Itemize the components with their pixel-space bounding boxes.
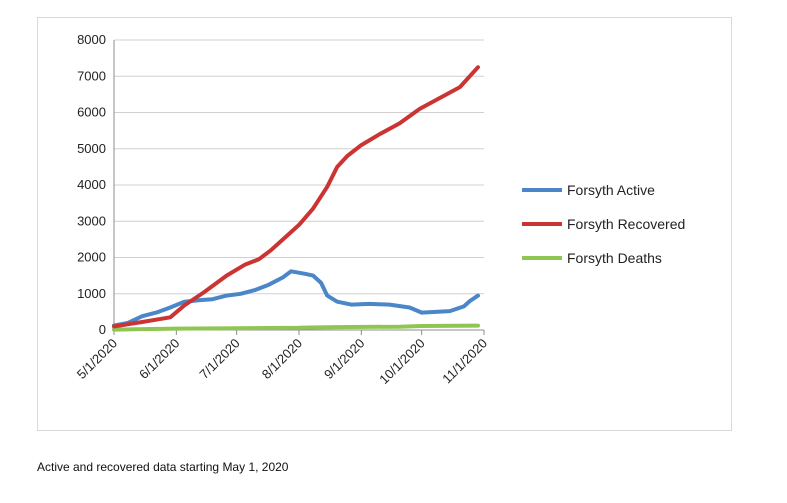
x-tick-label: 6/1/2020 [136,336,182,382]
chart-frame: 0 1000 2000 3000 4000 5000 6000 7000 8000 5/1/202… [37,17,732,431]
legend-label: Forsyth Deaths [567,250,662,266]
x-tick-label: 8/1/2020 [259,336,305,382]
y-tick-label: 5000 [77,141,106,156]
y-tick-label: 1000 [77,286,106,301]
y-tick-label: 7000 [77,68,106,83]
y-tick-label: 4000 [77,177,106,192]
y-tick-label: 8000 [77,32,106,47]
x-tick-label: 10/1/2020 [376,336,428,388]
x-tick-label: 11/1/2020 [439,336,490,387]
legend-label: Forsyth Active [567,182,655,198]
series-line-forsyth-recovered [112,65,480,329]
y-tick-label: 0 [99,322,106,337]
series-line-forsyth-deaths [112,323,480,332]
legend-label: Forsyth Recovered [567,216,685,232]
chart-caption: Active and recovered data starting May 1… [37,460,289,474]
x-tick-label: 7/1/2020 [196,336,242,382]
y-tick-label: 2000 [77,250,106,265]
line-chart: 0 1000 2000 3000 4000 5000 6000 7000 8000 5/1/202… [74,32,686,388]
y-tick-label: 3000 [77,213,106,228]
x-tick-label: 5/1/2020 [74,336,120,382]
y-tick-label: 6000 [77,105,106,120]
series-line-forsyth-active [112,269,480,328]
x-tick-label: 9/1/2020 [321,336,367,382]
